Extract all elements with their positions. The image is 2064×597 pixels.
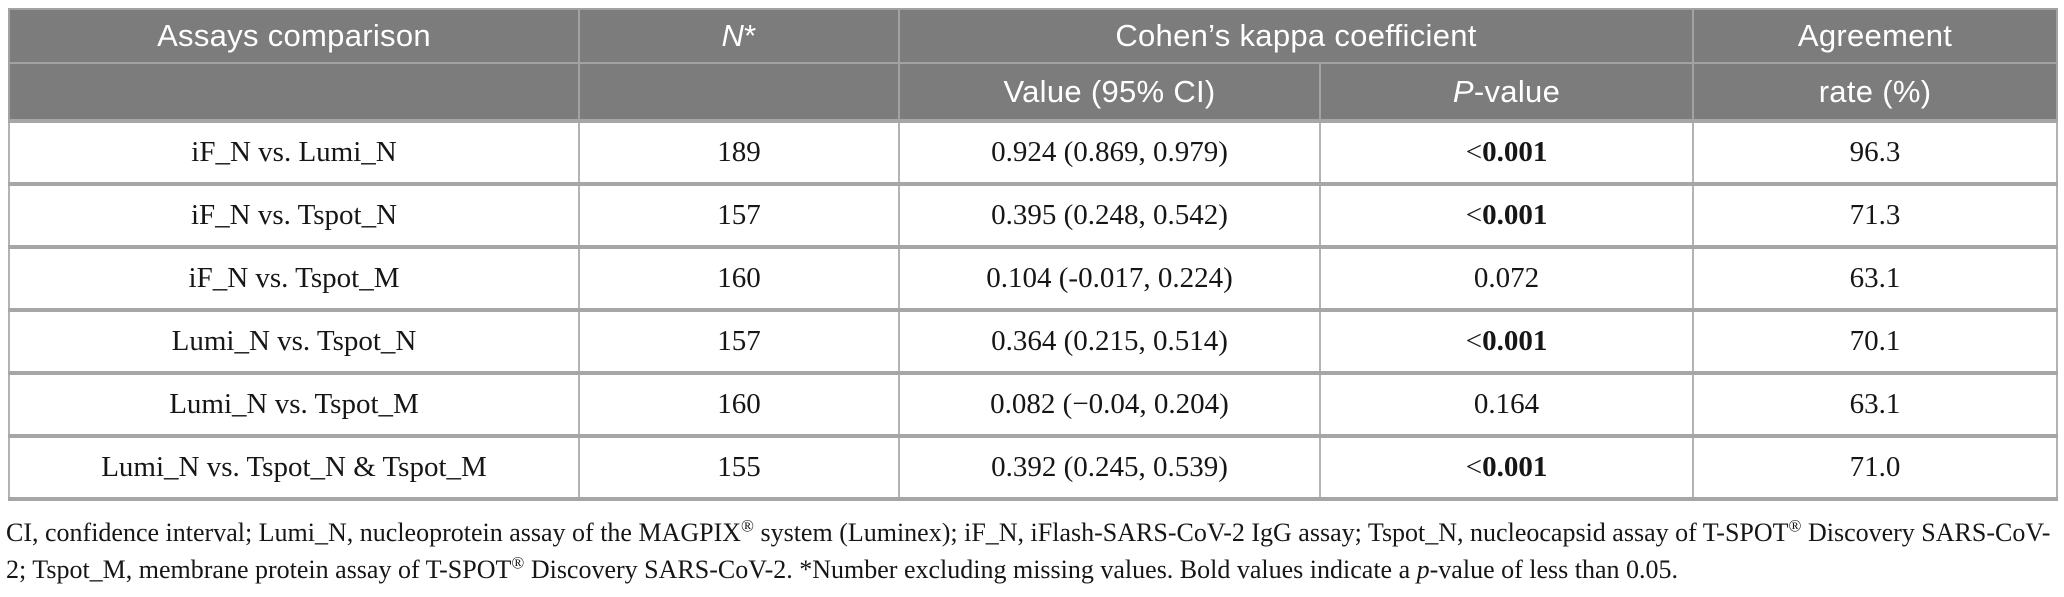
registered-trademark-icon: ® — [511, 553, 525, 573]
value-ci-cell: 0.082 (−0.04, 0.204) — [898, 371, 1321, 438]
p-bold: 0.001 — [1482, 325, 1548, 357]
header-n-asterisk: * — [744, 18, 757, 53]
header-p-rest: -value — [1473, 73, 1561, 109]
p-bold: 0.001 — [1482, 199, 1548, 231]
value-ci-cell: 0.392 (0.245, 0.539) — [898, 434, 1321, 501]
rate-cell: 71.0 — [1692, 434, 2059, 501]
rate-cell: 96.3 — [1692, 119, 2059, 186]
p-normal: 0.072 — [1473, 262, 1540, 294]
value-ci-cell: 0.395 (0.248, 0.542) — [898, 182, 1321, 249]
header-cohens-kappa: Cohen’s kappa coefficient — [897, 8, 1695, 64]
p-value-cell: 0.164 — [1318, 371, 1695, 438]
table-row: iF_N vs. Lumi_N 189 0.924 (0.869, 0.979)… — [8, 119, 2059, 186]
p-normal: 0.164 — [1473, 388, 1540, 420]
header-row-1: Assays comparison N* Cohen’s kappa coeff… — [8, 8, 2059, 64]
header-row-2: Value (95% CI) P-value rate (%) — [8, 62, 2059, 122]
registered-trademark-icon: ® — [741, 516, 754, 536]
n-cell: 157 — [578, 308, 900, 375]
n-cell: 189 — [578, 119, 900, 186]
value-ci-cell: 0.924 (0.869, 0.979) — [898, 119, 1321, 186]
p-prefix: < — [1465, 325, 1483, 357]
value-ci-cell: 0.104 (-0.017, 0.224) — [898, 245, 1321, 312]
p-bold: 0.001 — [1482, 451, 1548, 483]
comparison-cell: iF_N vs. Lumi_N — [8, 119, 580, 186]
comparison-cell: Lumi_N vs. Tspot_N & Tspot_M — [8, 434, 580, 501]
p-value-cell: 0.072 — [1318, 245, 1695, 312]
rate-cell: 63.1 — [1692, 371, 2059, 438]
rate-cell: 71.3 — [1692, 182, 2059, 249]
header-p-italic: P — [1452, 73, 1474, 109]
header-n: N* — [578, 8, 900, 64]
rate-cell: 70.1 — [1692, 308, 2059, 375]
header-p-value: P-value — [1318, 62, 1695, 122]
value-ci-cell: 0.364 (0.215, 0.514) — [898, 308, 1321, 375]
n-cell: 160 — [578, 371, 900, 438]
header-assays-empty — [8, 62, 580, 122]
table-row: Lumi_N vs. Tspot_M 160 0.082 (−0.04, 0.2… — [8, 371, 2059, 438]
comparison-cell: iF_N vs. Tspot_N — [8, 182, 580, 249]
p-value-cell: <0.001 — [1318, 119, 1695, 186]
header-n-empty — [578, 62, 900, 122]
n-cell: 160 — [578, 245, 900, 312]
comparison-table: Assays comparison N* Cohen’s kappa coeff… — [8, 8, 2059, 501]
p-value-cell: <0.001 — [1318, 308, 1695, 375]
p-prefix: < — [1465, 136, 1483, 168]
n-cell: 157 — [578, 182, 900, 249]
p-value-cell: <0.001 — [1318, 182, 1695, 249]
table-row: iF_N vs. Tspot_N 157 0.395 (0.248, 0.542… — [8, 182, 2059, 249]
registered-trademark-icon: ® — [1788, 516, 1802, 536]
footnote-text: Discovery SARS-CoV-2. *Number excluding … — [524, 555, 1417, 584]
p-prefix: < — [1465, 199, 1483, 231]
header-rate: rate (%) — [1692, 62, 2059, 122]
comparison-cell: iF_N vs. Tspot_M — [8, 245, 580, 312]
footnote-p-italic: p — [1416, 555, 1430, 584]
comparison-cell: Lumi_N vs. Tspot_M — [8, 371, 580, 438]
header-n-label: N — [721, 18, 745, 53]
comparison-cell: Lumi_N vs. Tspot_N — [8, 308, 580, 375]
table-row: Lumi_N vs. Tspot_N 157 0.364 (0.215, 0.5… — [8, 308, 2059, 375]
p-bold: 0.001 — [1482, 136, 1548, 168]
footnote-text: system (Luminex); iF_N, iFlash-SARS-CoV-… — [753, 518, 1789, 547]
rate-cell: 63.1 — [1692, 245, 2059, 312]
header-value-ci: Value (95% CI) — [898, 62, 1321, 122]
footnote-text: -value of less than 0.05. — [1429, 555, 1679, 584]
table-row: iF_N vs. Tspot_M 160 0.104 (-0.017, 0.22… — [8, 245, 2059, 312]
footnote-text: CI, confidence interval; Lumi_N, nucleop… — [6, 518, 742, 547]
n-cell: 155 — [578, 434, 900, 501]
header-agreement: Agreement — [1692, 8, 2059, 64]
p-prefix: < — [1465, 451, 1483, 483]
header-assays-comparison: Assays comparison — [8, 8, 580, 64]
p-value-cell: <0.001 — [1318, 434, 1695, 501]
footnote-text: Discovery SARS-CoV-2; Tspot_M, membrane … — [6, 518, 2051, 584]
table-footnote: CI, confidence interval; Lumi_N, nucleop… — [6, 514, 2060, 588]
table-row: Lumi_N vs. Tspot_N & Tspot_M 155 0.392 (… — [8, 434, 2059, 501]
